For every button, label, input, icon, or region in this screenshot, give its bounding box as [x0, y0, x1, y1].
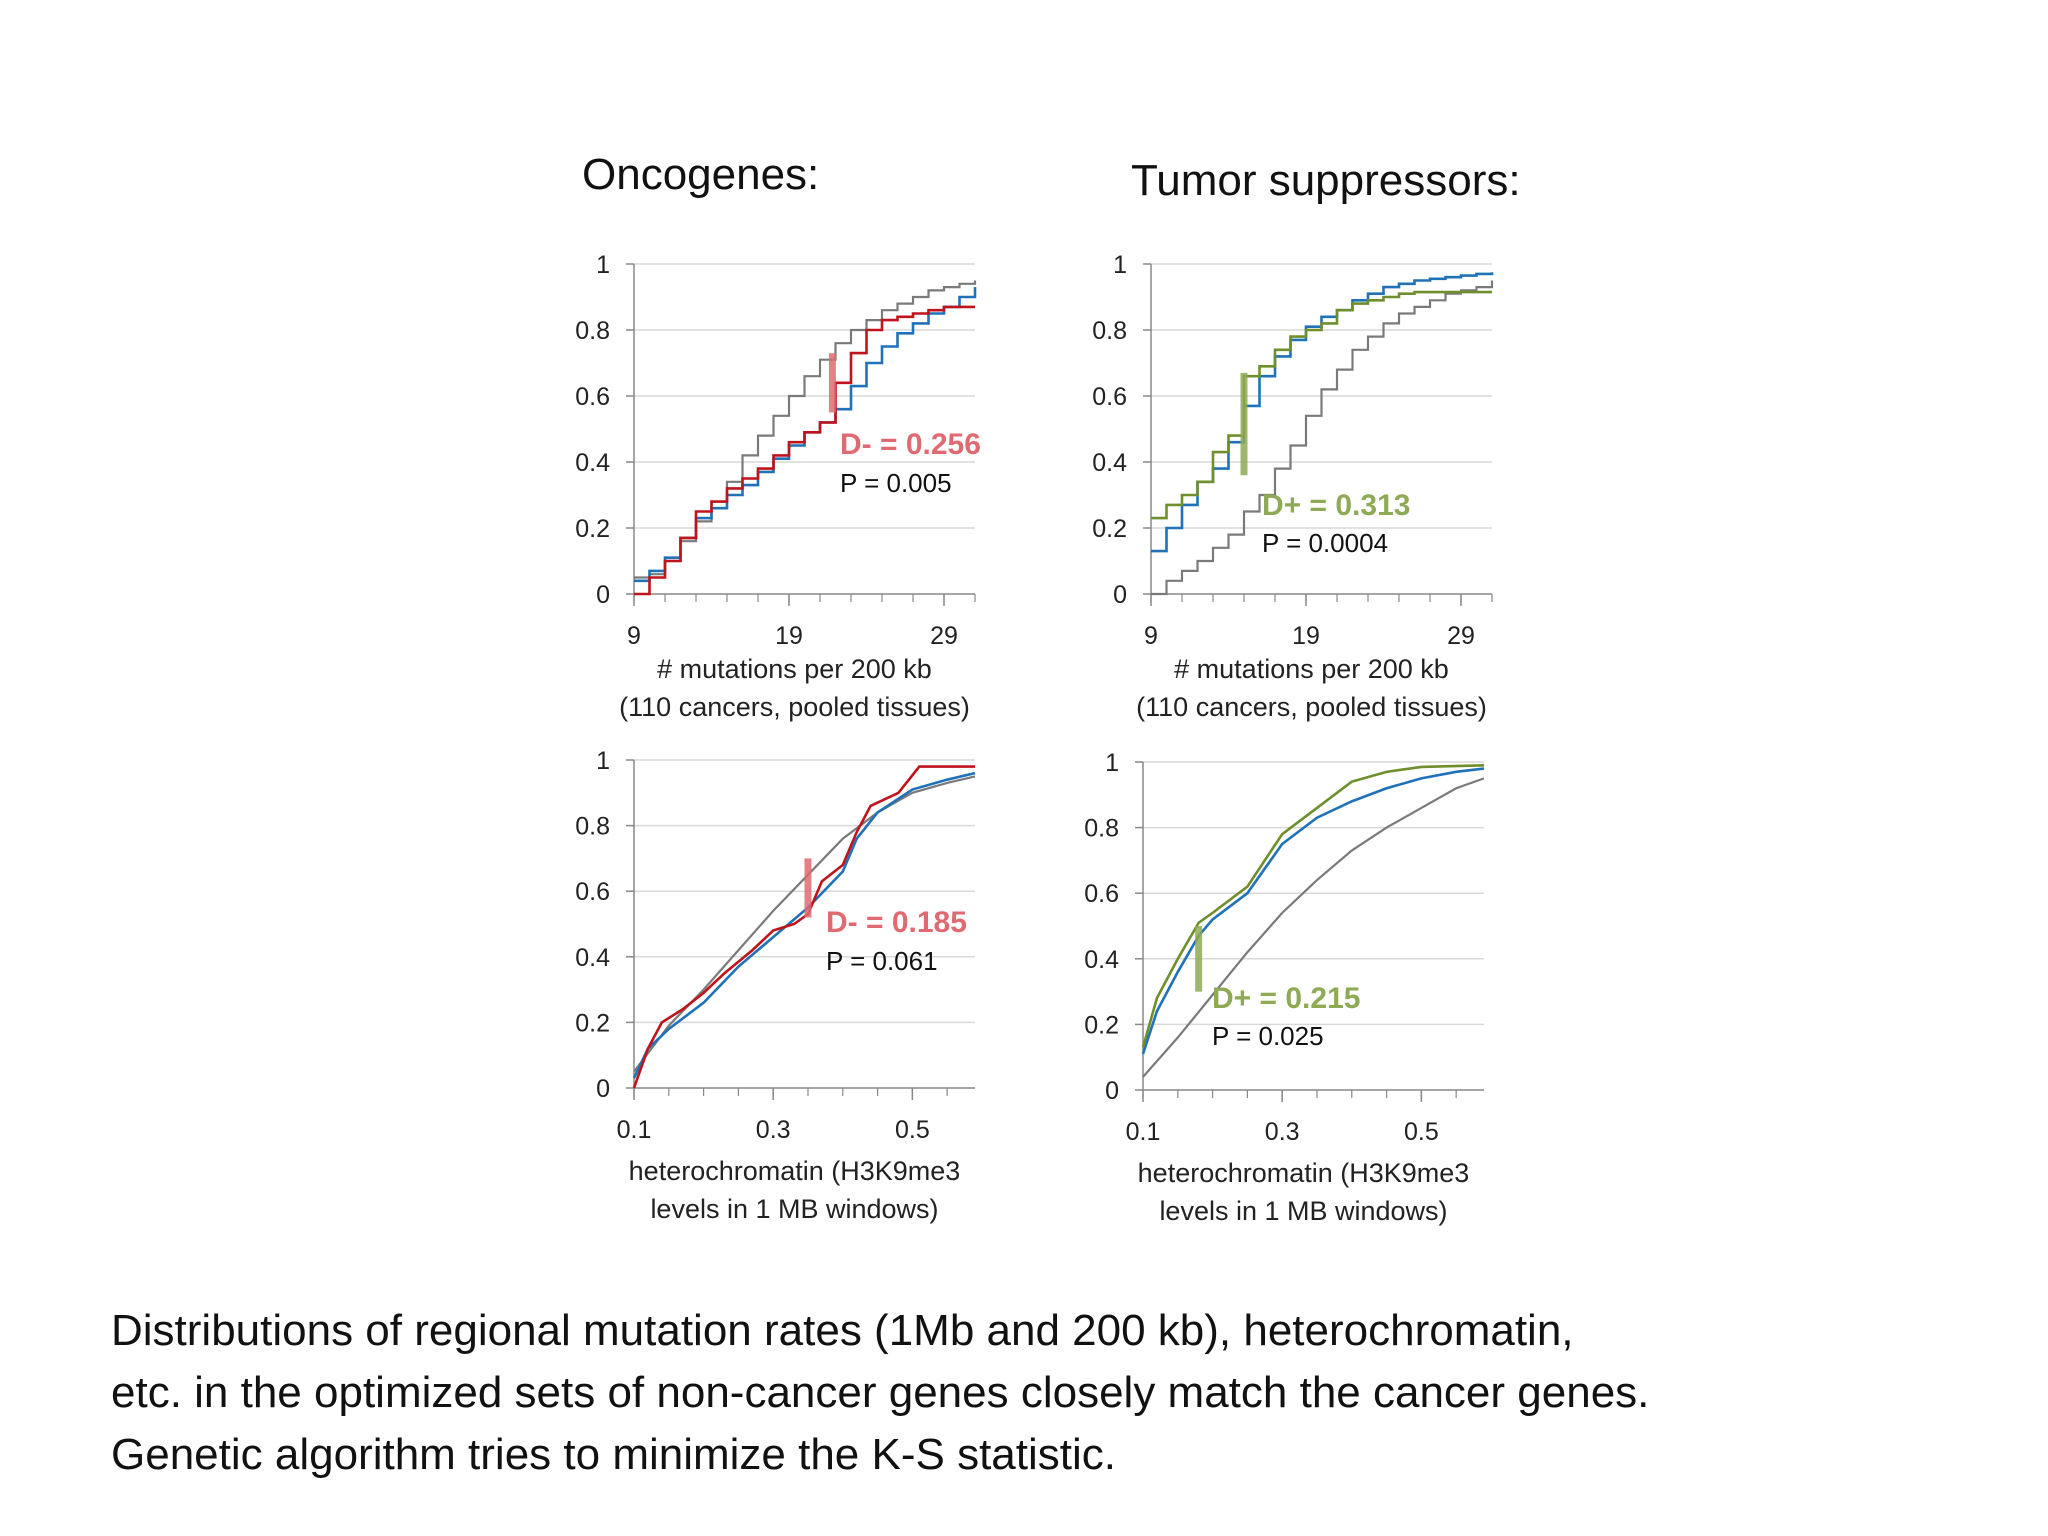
y-tick-label: 0.4: [1092, 449, 1127, 477]
caption-line: etc. in the optimized sets of non-cancer…: [111, 1368, 1650, 1417]
x-tick-label: 0.3: [1265, 1118, 1300, 1146]
x-axis-label: # mutations per 200 kb: [1174, 654, 1449, 684]
x-tick-label: 9: [1144, 622, 1158, 650]
y-tick-label: 0.8: [1084, 815, 1119, 843]
oncogenes-title: Oncogenes:: [582, 150, 820, 199]
tumor-suppressors-title: Tumor suppressors:: [1131, 156, 1521, 205]
y-tick-label: 1: [596, 747, 610, 775]
x-axis-label: (110 cancers, pooled tissues): [1136, 692, 1487, 722]
x-tick-label: 29: [930, 622, 958, 650]
y-tick-label: 0.2: [575, 515, 610, 543]
y-tick-label: 0.4: [1084, 946, 1119, 974]
y-tick-label: 0: [1113, 581, 1127, 609]
x-tick-label: 0.5: [895, 1116, 930, 1144]
x-tick-label: 29: [1447, 622, 1475, 650]
y-tick-label: 1: [1105, 749, 1119, 777]
series-line-optimized: [1141, 767, 1485, 1055]
ks-statistic-label: D- = 0.185: [826, 906, 967, 939]
y-tick-label: 0.6: [1084, 880, 1119, 908]
y-tick-label: 0: [596, 1075, 610, 1103]
series-line-cancer: [1141, 763, 1485, 1048]
chart-oncogenes-mutations: 00.20.40.60.819 19 29# mutations per 200 k…: [575, 251, 981, 722]
y-tick-label: 0.6: [1092, 383, 1127, 411]
slide-caption: Distributions of regional mutation rates…: [111, 1300, 1649, 1486]
chart-oncogenes-heterochromatin: 0 0.2 0.4 0.6 0.8 1 0.1 0.3 0.5 heterochromatin (…: [575, 747, 976, 1224]
y-tick-label: 0.8: [575, 317, 610, 345]
p-value-label: P = 0.025: [1212, 1021, 1324, 1051]
x-tick-label: 19: [775, 622, 803, 650]
y-tick-label: 0: [596, 581, 610, 609]
y-tick-label: 0.4: [575, 449, 610, 477]
y-tick-label: 0.8: [575, 813, 610, 841]
caption-line: Distributions of regional mutation rates…: [111, 1306, 1574, 1355]
y-tick-label: 1: [1113, 251, 1127, 279]
p-value-label: P = 0.0004: [1262, 528, 1388, 558]
ks-statistic-label: D+ = 0.215: [1212, 982, 1360, 1015]
x-tick-label: 0.1: [617, 1116, 652, 1144]
y-tick-label: 0.2: [1084, 1011, 1119, 1039]
x-tick-label: 0.3: [756, 1116, 791, 1144]
y-tick-label: 0.2: [575, 1009, 610, 1037]
caption-line: Genetic algorithm tries to minimize the …: [111, 1430, 1116, 1479]
x-axis-label: levels in 1 MB windows): [650, 1194, 938, 1224]
x-axis-label: heterochromatin (H3K9me3: [629, 1156, 961, 1186]
y-tick-label: 0: [1105, 1077, 1119, 1105]
series-line-background: [1151, 280, 1494, 596]
chart-tumor-suppressors-heterochromatin: 0 0.2 0.4 0.6 0.8 1 0.1 0.3 0.5 heterochromatin (…: [1084, 749, 1485, 1226]
x-tick-label: 19: [1292, 622, 1320, 650]
chart-tumor-suppressors-mutations: 00.20.40.60.819 19 29# mutations per 200 k…: [1092, 251, 1494, 722]
y-tick-label: 0.6: [575, 383, 610, 411]
y-tick-label: 1: [596, 251, 610, 279]
series-line-cancer: [632, 765, 975, 1089]
series-line-background: [1142, 777, 1485, 1078]
x-tick-label: 9: [627, 622, 641, 650]
series-line-cancer: [634, 305, 975, 596]
ks-statistic-label: D+ = 0.313: [1262, 489, 1410, 522]
chart-canvas: 00.20.40.60.819 19 29# mutations per 200 k…: [575, 251, 1494, 1226]
x-axis-label: # mutations per 200 kb: [657, 654, 932, 684]
p-value-label: P = 0.061: [826, 946, 938, 976]
ks-statistic-label: D- = 0.256: [840, 428, 981, 461]
x-axis-label: heterochromatin (H3K9me3: [1138, 1158, 1470, 1188]
y-tick-label: 0.6: [575, 878, 610, 906]
p-value-label: P = 0.005: [840, 468, 952, 498]
y-tick-label: 0.2: [1092, 515, 1127, 543]
y-tick-label: 0.8: [1092, 317, 1127, 345]
x-axis-label: levels in 1 MB windows): [1159, 1196, 1447, 1226]
y-tick-label: 0.4: [575, 944, 610, 972]
series-line-cancer: [1151, 290, 1492, 520]
x-axis-label: (110 cancers, pooled tissues): [619, 692, 970, 722]
x-tick-label: 0.5: [1404, 1118, 1439, 1146]
x-tick-label: 0.1: [1126, 1118, 1161, 1146]
